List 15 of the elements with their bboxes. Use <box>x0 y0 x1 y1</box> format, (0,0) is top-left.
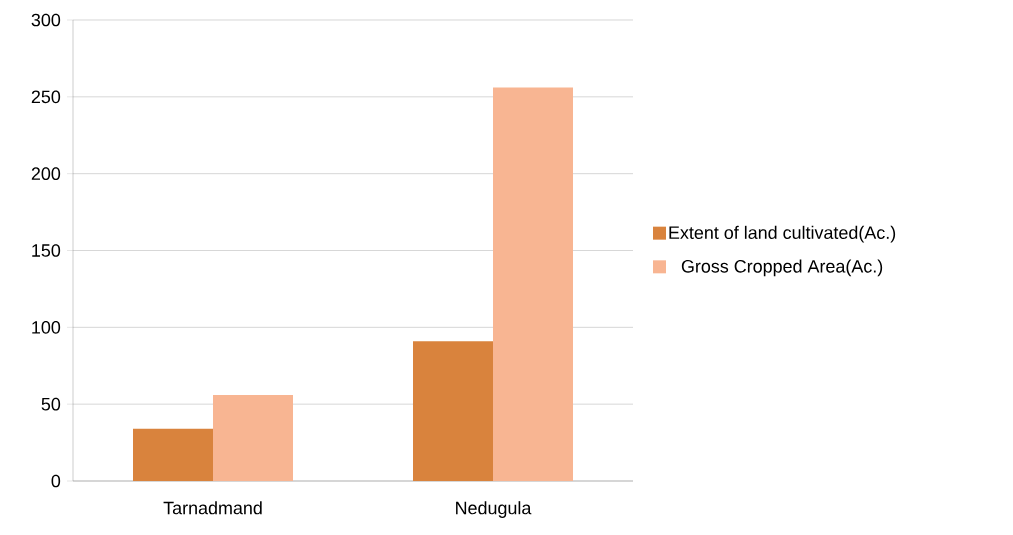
y-tick-label: 100 <box>32 320 61 334</box>
x-tick-label: Nedugula <box>456 501 532 518</box>
legend-label: Gross Cropped Area(Ac.) <box>681 259 883 277</box>
y-tick-label: 150 <box>32 244 61 257</box>
y-tick-label: 250 <box>31 90 61 104</box>
legend-label: Extent of land cultivated(Ac.) <box>669 225 896 243</box>
bar <box>133 428 213 481</box>
y-tick-label: 50 <box>41 397 61 411</box>
bar <box>413 341 493 481</box>
x-tick-label: Tarnadmand <box>163 501 262 515</box>
y-tick-label: 300 <box>31 13 61 27</box>
y-tick-label: 200 <box>31 167 61 181</box>
bar <box>213 394 293 481</box>
y-tick-label: 0 <box>51 474 61 488</box>
bar <box>493 87 573 481</box>
